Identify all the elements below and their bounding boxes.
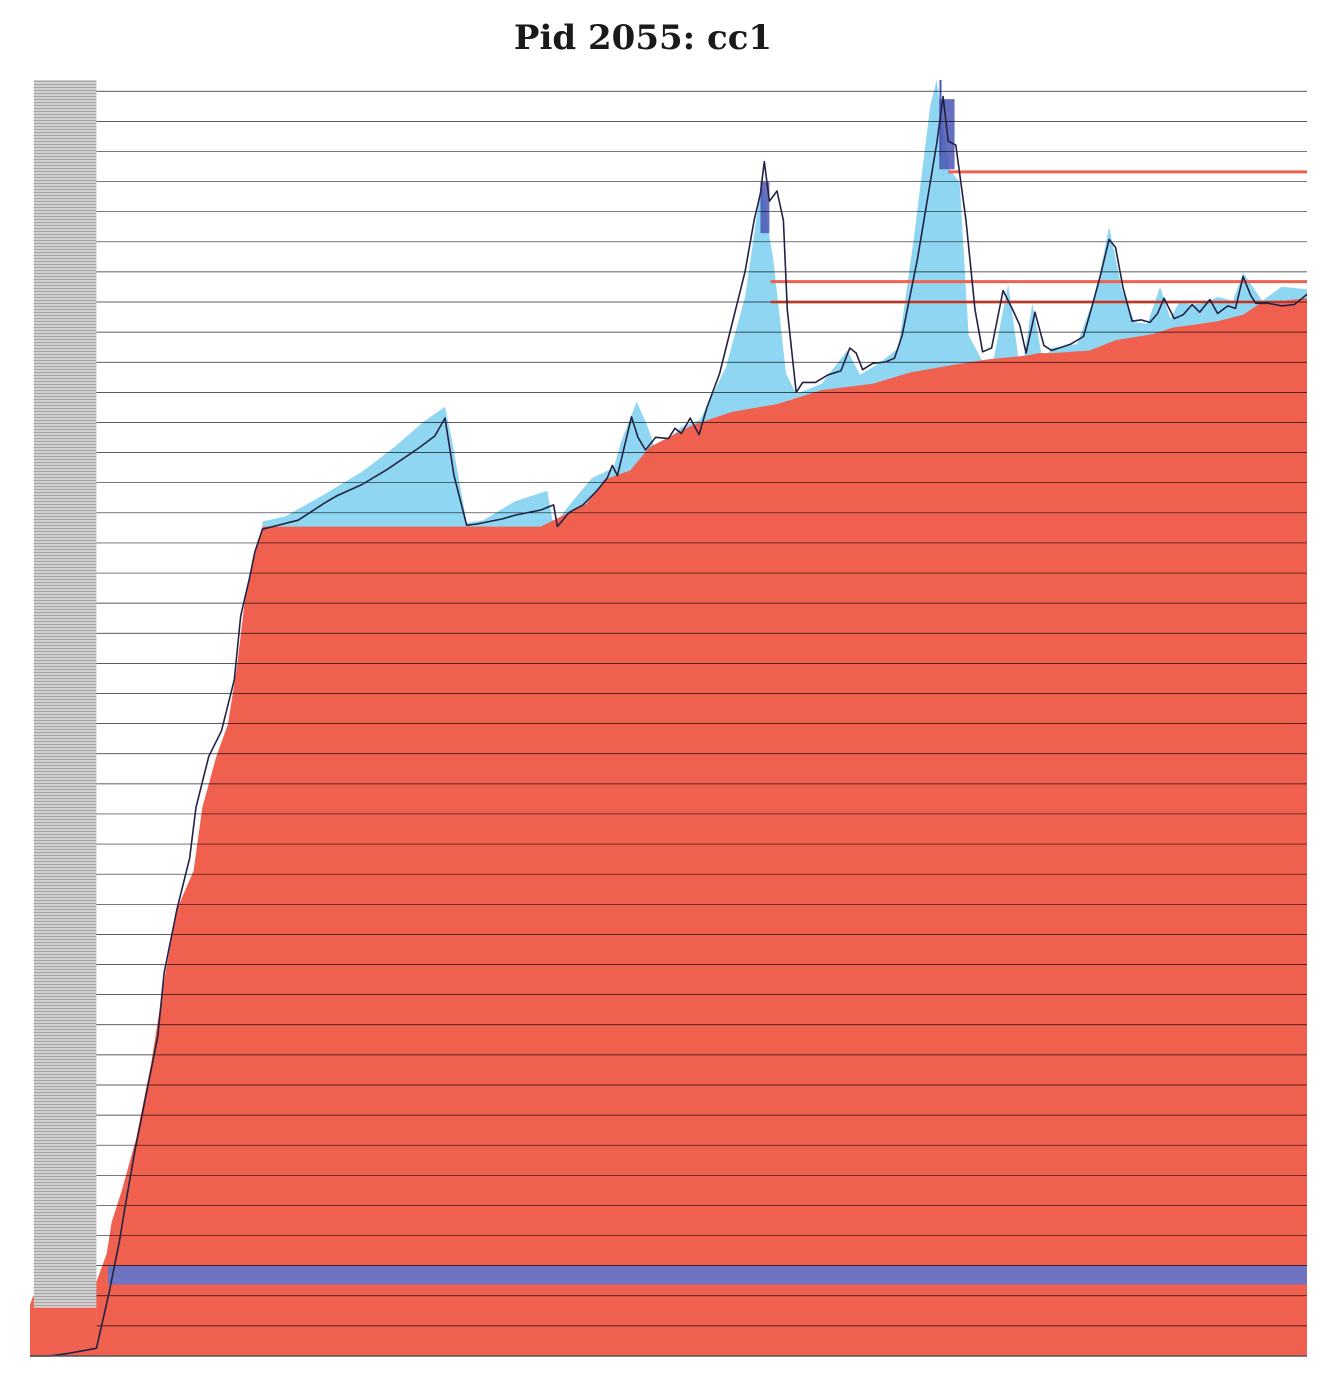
chart-title: Pid 2055: cc1 — [513, 18, 773, 58]
peak-spike-1 — [760, 182, 770, 234]
live-heap-line — [30, 95, 1308, 1357]
blue-band — [107, 1265, 1308, 1285]
early-allocation-block — [30, 1307, 97, 1356]
retained-memory-area — [30, 298, 1307, 1357]
thread-strip — [33, 80, 97, 1356]
